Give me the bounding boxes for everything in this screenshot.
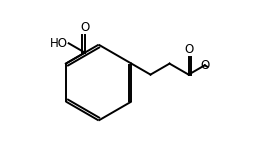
Text: O: O [200,59,209,72]
Text: O: O [80,21,89,34]
Text: HO: HO [50,37,68,50]
Text: O: O [184,43,193,56]
